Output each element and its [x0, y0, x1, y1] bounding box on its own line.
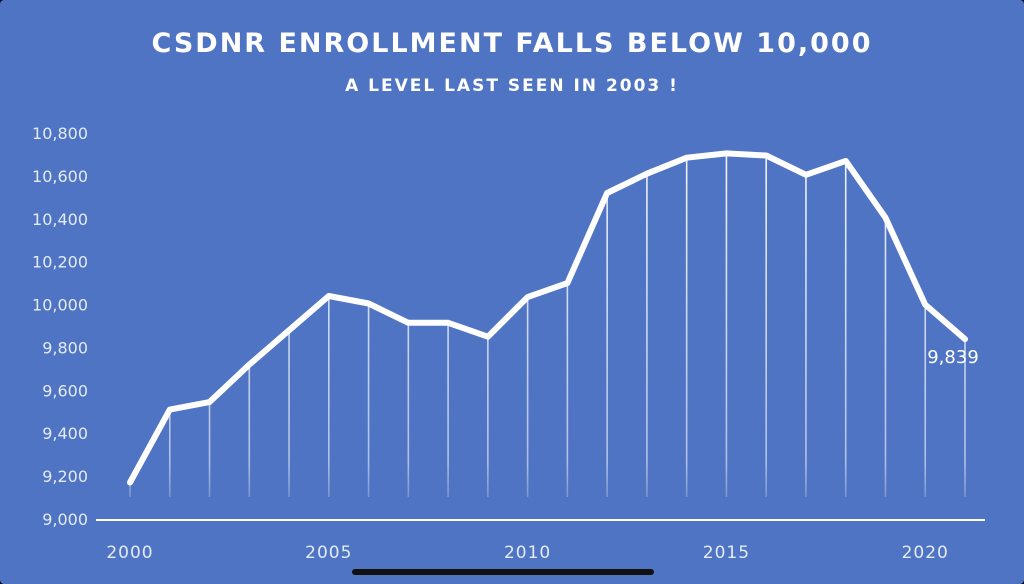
- y-tick-label: 9,600: [42, 381, 88, 400]
- y-tick-label: 10,400: [32, 210, 88, 229]
- x-tick-label: 2020: [902, 543, 949, 563]
- data-label: 9,839: [927, 347, 979, 368]
- y-tick-label: 9,400: [42, 424, 88, 443]
- y-tick-label: 9,800: [42, 338, 88, 357]
- y-tick-label: 9,000: [42, 510, 88, 529]
- series-line: [127, 150, 968, 486]
- chart-title: CSDNR ENROLLMENT FALLS BELOW 10,000: [151, 28, 873, 59]
- x-tick-label: 2010: [504, 543, 551, 563]
- x-tick-label: 2005: [305, 543, 352, 563]
- x-tick-label: 2015: [703, 543, 750, 563]
- y-tick-label: 10,600: [32, 167, 88, 186]
- y-tick-label: 10,200: [32, 253, 88, 272]
- y-tick-label: 10,000: [32, 296, 88, 315]
- y-tick-label: 9,200: [42, 467, 88, 486]
- home-indicator[interactable]: [352, 569, 654, 575]
- y-tick-label: 10,800: [32, 124, 88, 143]
- x-tick-label: 2000: [106, 543, 153, 563]
- chart-subtitle: A LEVEL LAST SEEN IN 2003 !: [345, 76, 679, 96]
